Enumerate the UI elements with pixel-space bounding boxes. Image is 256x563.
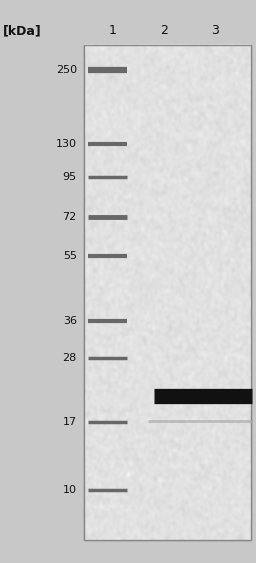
Text: 28: 28 [62,352,77,363]
Text: [kDa]: [kDa] [3,24,41,38]
Text: 55: 55 [63,251,77,261]
Text: 10: 10 [63,485,77,495]
Text: 2: 2 [160,24,168,38]
Text: 3: 3 [211,24,219,38]
Bar [84,45,251,540]
Text: 72: 72 [62,212,77,222]
Text: 36: 36 [63,316,77,326]
Text: 250: 250 [56,65,77,75]
Text: 17: 17 [63,417,77,427]
Text: 95: 95 [63,172,77,182]
Text: 130: 130 [56,138,77,149]
Text: 1: 1 [109,24,116,38]
Bar [84,45,251,540]
